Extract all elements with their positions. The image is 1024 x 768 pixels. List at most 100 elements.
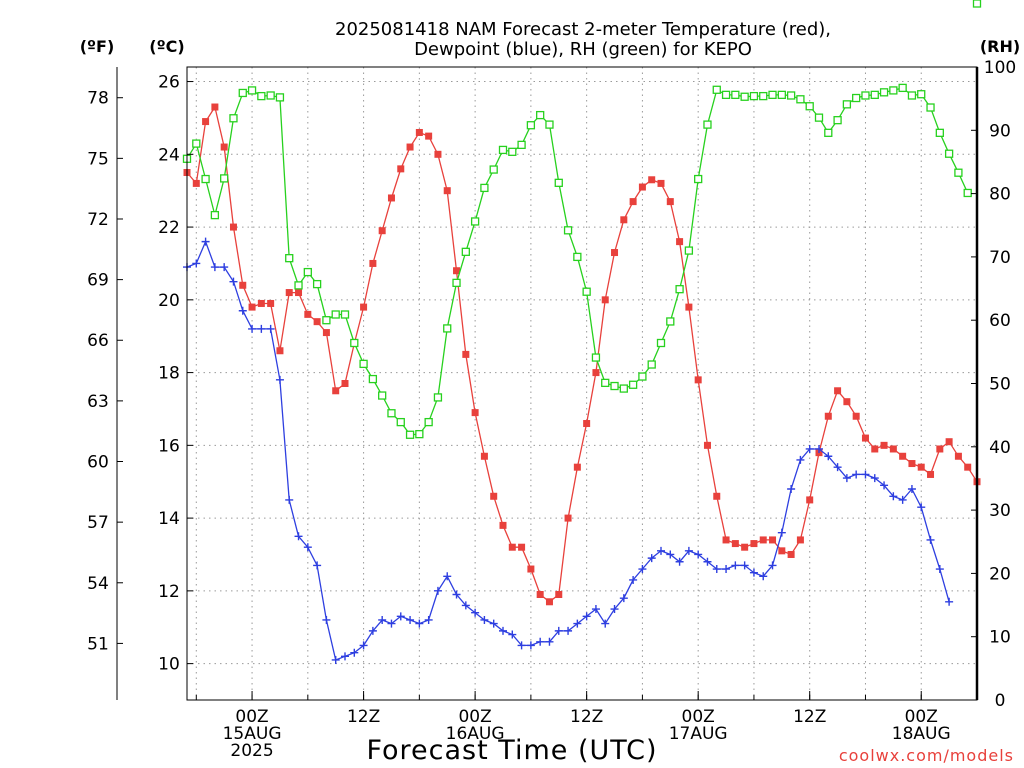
rh-point bbox=[628, 380, 638, 389]
dewpoint-point bbox=[907, 485, 916, 493]
dewpoint-point bbox=[489, 619, 498, 628]
temperature-point bbox=[741, 543, 749, 551]
rh-point bbox=[536, 110, 545, 120]
rh-point bbox=[563, 226, 573, 235]
dewpoint-point bbox=[675, 557, 684, 566]
temperature-point bbox=[601, 296, 609, 304]
x-tick-label: 18AUG bbox=[892, 724, 951, 744]
rh-point bbox=[861, 91, 870, 100]
dewpoint-point bbox=[341, 652, 349, 661]
rh-point bbox=[210, 210, 220, 220]
temperature-point bbox=[759, 536, 767, 544]
celsius-tick-label: 10 bbox=[158, 655, 180, 675]
rh-tick-label: 20 bbox=[989, 564, 1011, 584]
dewpoint-point bbox=[638, 565, 647, 574]
dewpoint-point bbox=[322, 615, 331, 624]
rh-point bbox=[898, 83, 907, 93]
x-tick-label: 00Z bbox=[682, 707, 715, 727]
dewpoint-point bbox=[619, 594, 628, 603]
rh-point bbox=[396, 417, 405, 427]
dewpoint-point bbox=[471, 608, 480, 617]
temperature-point bbox=[964, 463, 972, 471]
dewpoint-line bbox=[186, 239, 950, 661]
rh-point bbox=[331, 310, 340, 319]
temperature-point bbox=[620, 216, 628, 224]
dewpoint-point bbox=[499, 626, 507, 635]
rh-point bbox=[526, 121, 536, 130]
rh-point bbox=[619, 384, 628, 393]
temperature-point bbox=[638, 183, 646, 191]
dewpoint-point bbox=[796, 455, 805, 464]
rh-point bbox=[470, 217, 480, 226]
rh-point bbox=[238, 88, 247, 98]
rh-point bbox=[192, 139, 201, 148]
temperature-point bbox=[285, 289, 293, 297]
rh-point bbox=[517, 140, 526, 150]
dewpoint-point bbox=[275, 375, 284, 384]
fahrenheit-tick-label: 51 bbox=[87, 634, 109, 654]
rh-point bbox=[498, 145, 508, 155]
rh-point bbox=[424, 417, 433, 427]
source-credit: coolwx.com/models bbox=[839, 746, 1014, 765]
rh-point bbox=[805, 102, 814, 111]
temperature-point bbox=[229, 223, 237, 231]
temperature-point bbox=[518, 543, 526, 551]
rh-point bbox=[601, 378, 610, 388]
temperature-point bbox=[490, 492, 498, 500]
dewpoint-point bbox=[815, 444, 823, 453]
rh-point bbox=[759, 91, 768, 101]
rh-point bbox=[749, 91, 759, 101]
dewpoint-point bbox=[248, 324, 257, 333]
dewpoint-point bbox=[573, 619, 582, 628]
fahrenheit-tick-label: 63 bbox=[87, 392, 109, 412]
fahrenheit-tick-label: 69 bbox=[87, 271, 109, 291]
temperature-point bbox=[954, 452, 962, 460]
dewpoint-point bbox=[833, 463, 842, 472]
celsius-tick-label: 18 bbox=[158, 364, 180, 384]
dewpoint-point bbox=[768, 561, 777, 570]
x-tick-label: 12Z bbox=[793, 707, 826, 727]
rh-point bbox=[489, 165, 498, 174]
dewpoint-point bbox=[396, 612, 405, 621]
dewpoint-point bbox=[331, 655, 340, 664]
rh-point bbox=[694, 174, 703, 184]
temperature-point bbox=[583, 420, 591, 428]
temperature-point bbox=[555, 591, 563, 598]
x-tick-label: 12Z bbox=[347, 707, 380, 727]
x-tick-label: 00Z bbox=[235, 707, 268, 727]
rh-point bbox=[480, 183, 489, 193]
dewpoint-point bbox=[303, 543, 312, 552]
temperature-point bbox=[666, 198, 674, 206]
rh-point bbox=[285, 254, 294, 263]
dewpoint-point bbox=[777, 528, 786, 537]
x-tick-label: 16AUG bbox=[446, 724, 505, 744]
dewpoint-series bbox=[183, 238, 954, 664]
temperature-point bbox=[267, 299, 275, 307]
temperature-point bbox=[806, 496, 814, 504]
temperature-point bbox=[573, 463, 581, 471]
rh-point bbox=[378, 391, 387, 400]
celsius-tick-label: 12 bbox=[158, 582, 180, 602]
plot-frame bbox=[186, 66, 978, 701]
fahrenheit-tick-label: 66 bbox=[87, 331, 109, 351]
temperature-point bbox=[731, 540, 739, 548]
rh-point bbox=[257, 91, 266, 101]
dewpoint-point bbox=[861, 470, 870, 479]
rh-point bbox=[684, 246, 694, 255]
dewpoint-point bbox=[257, 324, 266, 333]
rh-point bbox=[777, 90, 786, 100]
rh-point bbox=[833, 116, 842, 125]
rh-point bbox=[452, 278, 461, 288]
dewpoint-point bbox=[564, 626, 573, 635]
dewpoint-point bbox=[684, 546, 693, 555]
rh-point bbox=[656, 338, 666, 348]
fahrenheit-tick-label: 78 bbox=[87, 89, 109, 109]
temperature-point bbox=[415, 128, 423, 136]
rh-point bbox=[796, 95, 805, 104]
dewpoint-point bbox=[238, 306, 247, 315]
x-tick-label: 00Z bbox=[458, 707, 491, 727]
temperature-point bbox=[257, 299, 265, 307]
temperature-point bbox=[434, 150, 442, 158]
temperature-point bbox=[861, 434, 869, 442]
